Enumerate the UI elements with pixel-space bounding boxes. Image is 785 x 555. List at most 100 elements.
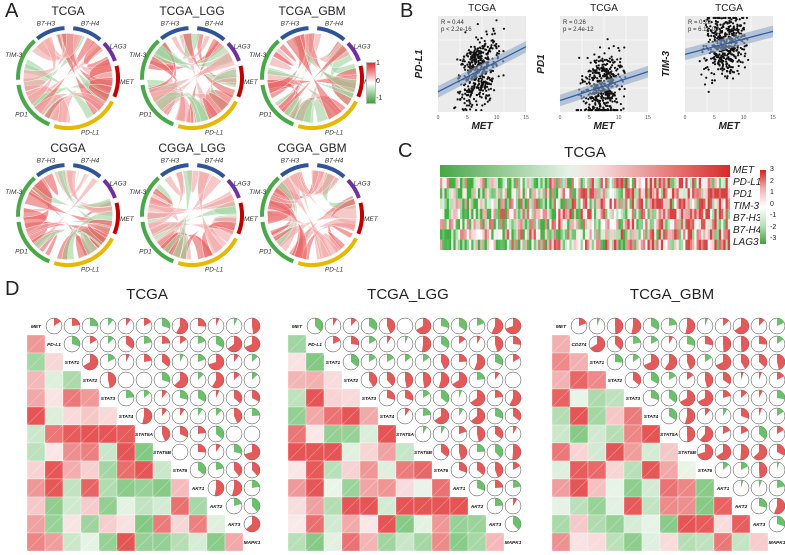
heatmap-cell bbox=[625, 229, 628, 240]
correlation-pie-wedge bbox=[633, 372, 641, 386]
correlation-pie-wedge bbox=[777, 372, 785, 380]
scatter-point bbox=[478, 93, 481, 96]
correlation-pie-wedge bbox=[126, 390, 134, 398]
heatmap-cell bbox=[629, 178, 633, 189]
heatmap-cell bbox=[640, 178, 644, 189]
heatmap-cell bbox=[533, 198, 537, 210]
heatmap-cell bbox=[556, 239, 559, 250]
scatter-point bbox=[713, 79, 716, 82]
correlation-pie-wedge bbox=[669, 408, 677, 421]
heatmap-cell bbox=[718, 188, 722, 199]
heatmap-cell bbox=[689, 208, 693, 220]
correlation-pie-wedge bbox=[459, 426, 467, 434]
heatmap-cell bbox=[631, 219, 635, 230]
heatmap-cell bbox=[689, 229, 693, 240]
heatmap-cell bbox=[607, 219, 610, 230]
heatmap-cell bbox=[455, 198, 459, 210]
scatter-point bbox=[490, 80, 494, 83]
correlation-pie-wedge bbox=[459, 390, 463, 398]
heatmap-cell bbox=[504, 198, 508, 210]
heatmap-cell bbox=[527, 208, 530, 220]
correlation-pie-wedge bbox=[198, 390, 206, 402]
scatter-point bbox=[596, 106, 599, 110]
heatmap-cell bbox=[495, 229, 499, 240]
heatmap-cell bbox=[464, 198, 468, 210]
correlation-pie-wedge bbox=[687, 372, 694, 380]
panel-a-label: A bbox=[5, 0, 19, 22]
heatmap-cell bbox=[522, 219, 526, 230]
correlation-pie-wedge bbox=[162, 354, 170, 367]
correlation-pie-wedge bbox=[72, 336, 80, 347]
correlation-pie-wedge bbox=[198, 354, 206, 362]
scatter-point bbox=[497, 45, 500, 48]
scatter-point bbox=[618, 66, 621, 69]
correlation-pie-wedge bbox=[227, 336, 242, 352]
heatmap-cell bbox=[647, 198, 650, 210]
heatmap-cell bbox=[549, 219, 552, 230]
heatmap-cell bbox=[611, 198, 615, 210]
correlation-gene-label: STAT5B bbox=[678, 450, 696, 456]
heatmap-cell bbox=[529, 208, 532, 220]
scatter-point bbox=[474, 47, 477, 50]
scatter-point bbox=[502, 27, 506, 30]
scatter-point bbox=[468, 62, 471, 65]
scatter-point bbox=[460, 62, 464, 65]
correlation-pie-wedge bbox=[734, 318, 749, 334]
heatmap-cell bbox=[638, 239, 642, 250]
heatmap-cell bbox=[569, 229, 572, 240]
scatter-point bbox=[731, 59, 735, 62]
scatter-point bbox=[612, 108, 615, 111]
heatmap-cell bbox=[446, 219, 450, 230]
heatmap-cell bbox=[524, 208, 528, 220]
heatmap-cell bbox=[585, 198, 588, 210]
heatmap-cell bbox=[495, 219, 499, 230]
heatmap-cell bbox=[446, 178, 450, 189]
scatter-point bbox=[722, 56, 726, 60]
heatmap-cell bbox=[723, 219, 726, 230]
heatmap-cell bbox=[495, 208, 499, 220]
heatmap-cell bbox=[701, 219, 704, 230]
heatmap-cell bbox=[694, 229, 697, 240]
correlation-pie-wedge bbox=[741, 480, 744, 488]
heatmap-cell bbox=[509, 188, 512, 199]
scatter-point bbox=[716, 21, 719, 24]
chord-segment-label: B7-H3 bbox=[161, 20, 180, 27]
scatter-point bbox=[600, 77, 603, 80]
chord-title: TCGA_GBM bbox=[278, 4, 346, 18]
heatmap-cell bbox=[593, 219, 597, 230]
correlation-pie-wedge bbox=[741, 336, 749, 352]
heatmap-cell bbox=[647, 178, 650, 189]
heatmap-cell bbox=[605, 219, 608, 230]
heatmap-cell bbox=[457, 198, 461, 210]
heatmap-cell bbox=[527, 198, 530, 210]
scatter-point bbox=[486, 56, 489, 59]
heatmap-row-label: MET bbox=[733, 165, 755, 176]
correlation-pie-wedge bbox=[615, 318, 623, 334]
heatmap-cell bbox=[598, 219, 601, 230]
correlation-pie-wedge bbox=[579, 318, 587, 326]
heatmap-cell bbox=[562, 239, 566, 250]
heatmap-cell bbox=[676, 198, 679, 210]
scatter-point bbox=[595, 69, 598, 72]
heatmap-cell bbox=[598, 208, 601, 220]
heatmap-cell bbox=[636, 188, 639, 199]
heatmap-cell bbox=[665, 178, 668, 189]
chord-ribbon bbox=[267, 33, 306, 94]
heatmap-cell bbox=[493, 229, 497, 240]
heatmap-cell bbox=[569, 198, 572, 210]
scatter-point bbox=[622, 95, 626, 98]
heatmap-cell bbox=[611, 178, 615, 189]
heatmap-cell bbox=[547, 239, 550, 250]
heatmap-cell bbox=[582, 219, 586, 230]
scatter-point bbox=[471, 61, 474, 64]
chord-ribbon bbox=[66, 169, 114, 217]
heatmap-cell bbox=[576, 208, 579, 220]
heatmap-cell bbox=[622, 188, 626, 199]
chord-segment-arc bbox=[279, 26, 309, 41]
heatmap-cell bbox=[605, 188, 608, 199]
heatmap-cell bbox=[618, 229, 621, 240]
heatmap-cell bbox=[542, 178, 546, 189]
scatter-point bbox=[713, 55, 716, 59]
heatmap-cell bbox=[709, 219, 713, 230]
